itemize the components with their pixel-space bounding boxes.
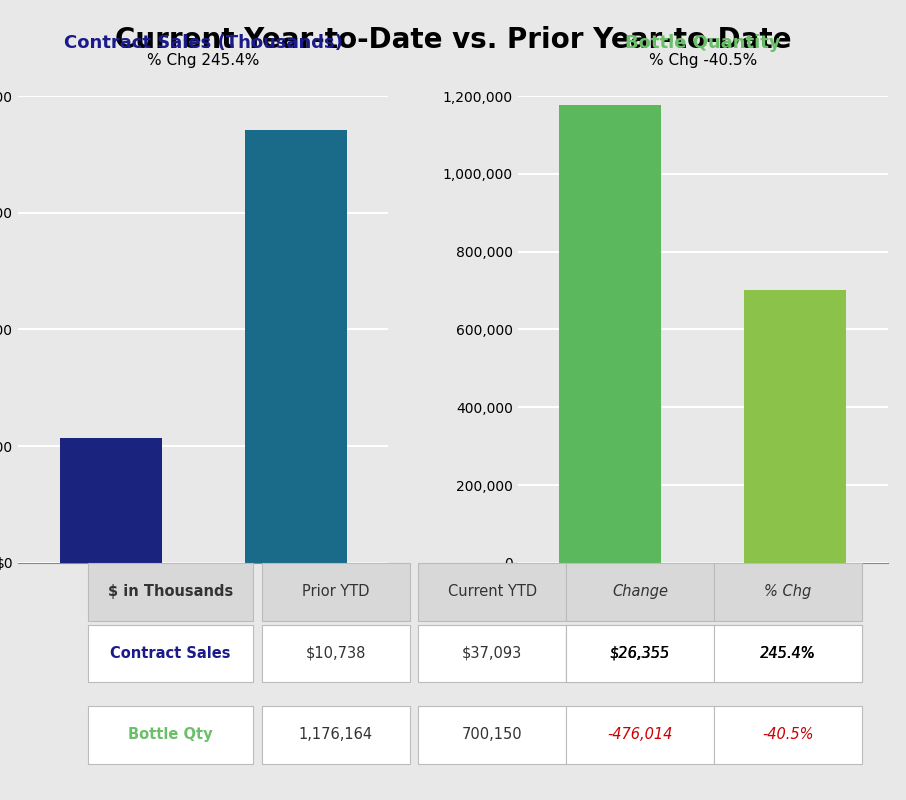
- Bar: [245, 130, 347, 563]
- Text: 700,150: 700,150: [462, 727, 523, 742]
- Text: Current Year-to-Date vs. Prior Year-to-Date: Current Year-to-Date vs. Prior Year-to-D…: [115, 26, 791, 54]
- FancyBboxPatch shape: [566, 625, 714, 682]
- Text: % Chg: % Chg: [765, 585, 812, 599]
- Text: Current YTD: Current YTD: [448, 585, 536, 599]
- Text: Bottle Quantity: Bottle Quantity: [625, 34, 781, 52]
- FancyBboxPatch shape: [566, 706, 714, 763]
- Text: -40.5%: -40.5%: [762, 727, 814, 742]
- FancyBboxPatch shape: [88, 625, 253, 682]
- FancyBboxPatch shape: [262, 563, 410, 621]
- Text: 1,176,164: 1,176,164: [298, 727, 372, 742]
- Text: -476,014: -476,014: [607, 727, 672, 742]
- FancyBboxPatch shape: [566, 563, 714, 621]
- Bar: [745, 290, 846, 563]
- FancyBboxPatch shape: [419, 563, 566, 621]
- FancyBboxPatch shape: [566, 625, 714, 682]
- FancyBboxPatch shape: [262, 706, 410, 763]
- Text: Prior YTD: Prior YTD: [302, 585, 370, 599]
- Text: $37,093: $37,093: [462, 646, 522, 661]
- FancyBboxPatch shape: [88, 563, 253, 621]
- Text: $10,738: $10,738: [305, 646, 366, 661]
- FancyBboxPatch shape: [419, 706, 566, 763]
- FancyBboxPatch shape: [714, 706, 862, 763]
- Text: Contract Sales: Contract Sales: [110, 646, 231, 661]
- Bar: [60, 438, 161, 563]
- FancyBboxPatch shape: [714, 625, 862, 682]
- Bar: [559, 106, 661, 563]
- FancyBboxPatch shape: [88, 706, 253, 763]
- Text: Change: Change: [612, 585, 668, 599]
- Text: 245.4%: 245.4%: [760, 646, 815, 661]
- Text: $ in Thousands: $ in Thousands: [108, 585, 233, 599]
- FancyBboxPatch shape: [262, 625, 410, 682]
- Text: 245.4%: 245.4%: [760, 646, 815, 661]
- FancyBboxPatch shape: [714, 563, 862, 621]
- Text: $26,355: $26,355: [610, 646, 670, 661]
- Text: Contract Sales (Thousands): Contract Sales (Thousands): [63, 34, 342, 52]
- Text: $26,355: $26,355: [610, 646, 670, 661]
- Text: Bottle Qty: Bottle Qty: [128, 727, 213, 742]
- FancyBboxPatch shape: [714, 625, 862, 682]
- Title: % Chg -40.5%: % Chg -40.5%: [649, 54, 757, 69]
- Title: % Chg 245.4%: % Chg 245.4%: [147, 54, 259, 69]
- FancyBboxPatch shape: [419, 625, 566, 682]
